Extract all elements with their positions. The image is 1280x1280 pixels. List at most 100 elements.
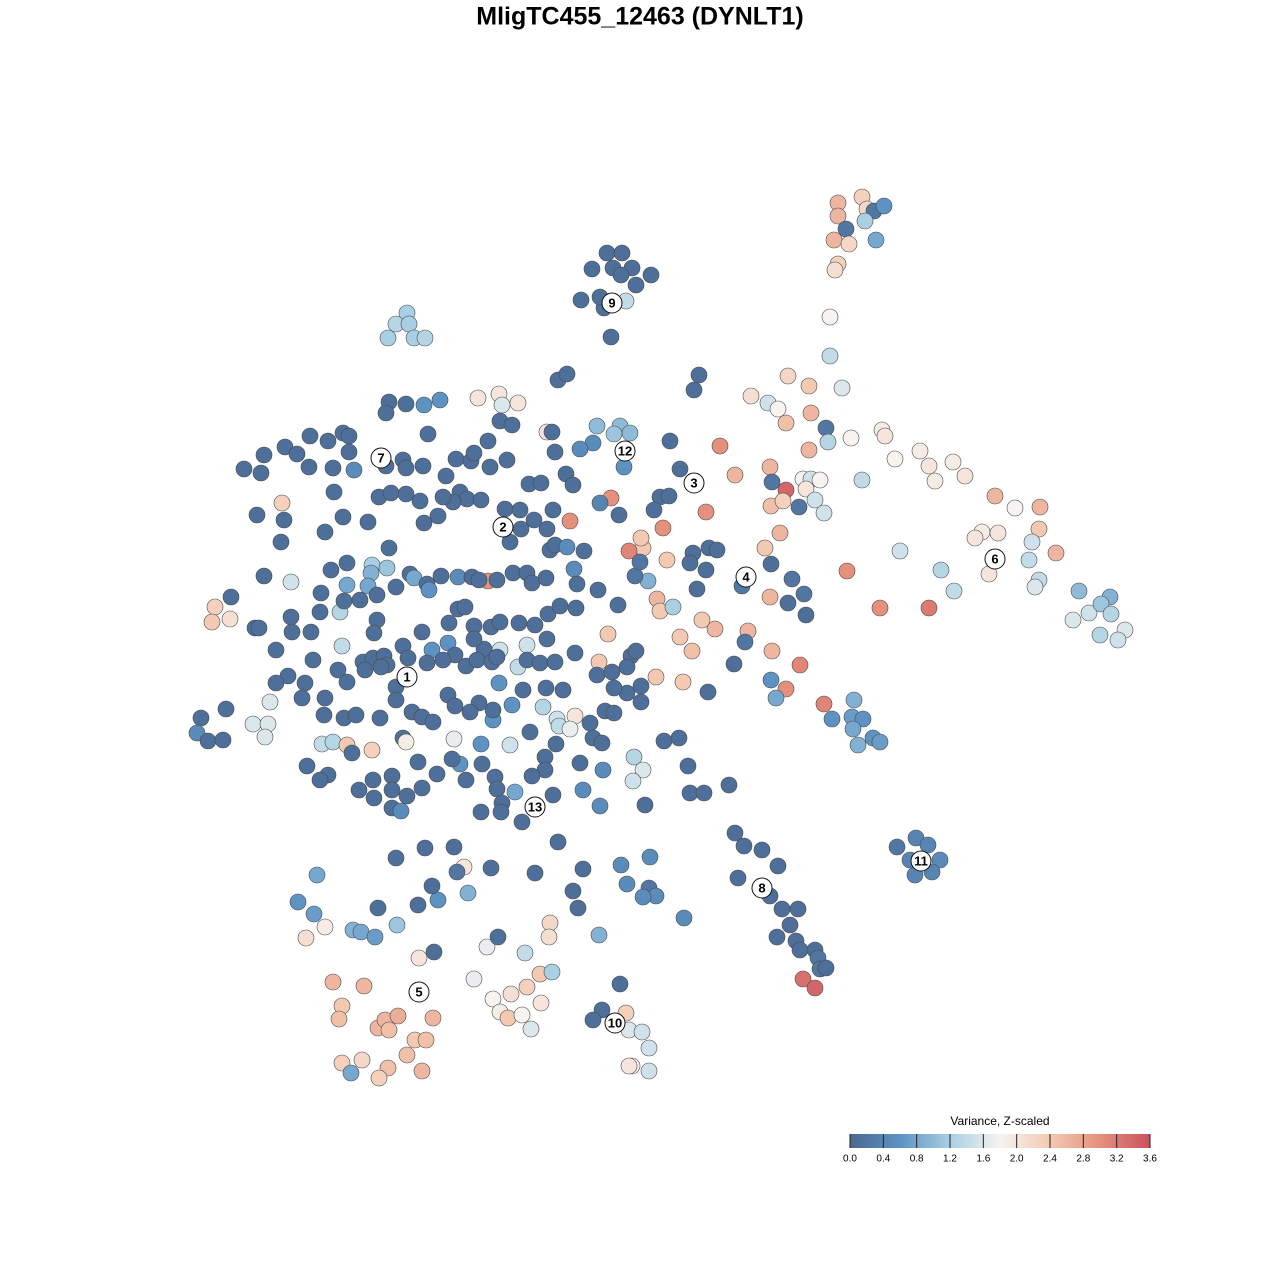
- point: [720, 776, 738, 794]
- point: [875, 197, 893, 215]
- point: [1092, 595, 1110, 613]
- cluster-marker: [370, 447, 392, 469]
- point: [1031, 498, 1049, 516]
- cluster-marker: [751, 877, 773, 899]
- point: [685, 381, 703, 399]
- point: [642, 266, 660, 284]
- point: [509, 394, 527, 412]
- point: [312, 584, 330, 602]
- point: [567, 599, 585, 617]
- point: [566, 644, 584, 662]
- point: [416, 329, 434, 347]
- point: [945, 582, 963, 600]
- point: [311, 603, 329, 621]
- point: [693, 611, 711, 629]
- point: [283, 623, 301, 641]
- point: [539, 605, 557, 623]
- point: [315, 706, 333, 724]
- cluster-marker: [683, 472, 705, 494]
- point: [634, 888, 652, 906]
- cluster-label: 1: [403, 669, 410, 684]
- point: [387, 578, 405, 596]
- point: [521, 723, 539, 741]
- point: [675, 909, 693, 927]
- color-legend: Variance, Z-scaled 0.0 0.4 0.8 1.2 1.6 2.0 2.4…: [843, 1114, 1157, 1164]
- point: [414, 457, 432, 475]
- point: [250, 619, 268, 637]
- point: [588, 666, 606, 684]
- point: [926, 472, 944, 490]
- point: [416, 839, 434, 857]
- point: [484, 990, 502, 1008]
- point: [817, 959, 835, 977]
- point: [564, 476, 582, 494]
- point: [434, 651, 452, 669]
- point: [410, 949, 428, 967]
- point: [424, 713, 442, 731]
- point: [618, 658, 636, 676]
- point: [584, 1011, 602, 1029]
- point: [347, 706, 365, 724]
- point: [413, 1062, 431, 1080]
- point: [489, 928, 507, 946]
- point: [513, 1006, 531, 1024]
- point: [449, 568, 467, 586]
- point: [891, 542, 909, 560]
- point: [506, 783, 524, 801]
- point: [708, 541, 726, 559]
- point: [769, 857, 787, 875]
- point: [311, 771, 329, 789]
- point: [819, 433, 837, 451]
- point: [612, 856, 630, 874]
- point: [736, 633, 754, 651]
- point: [636, 796, 654, 814]
- point: [431, 391, 449, 409]
- point: [369, 899, 387, 917]
- point: [316, 523, 334, 541]
- point: [837, 220, 855, 238]
- point: [568, 575, 586, 593]
- point: [432, 567, 450, 585]
- point: [199, 732, 217, 750]
- point: [352, 923, 370, 941]
- point: [282, 573, 300, 591]
- point: [626, 567, 644, 585]
- point: [726, 466, 744, 484]
- point: [399, 649, 417, 667]
- point: [538, 520, 556, 538]
- point: [777, 414, 795, 432]
- point: [490, 674, 508, 692]
- point: [655, 732, 673, 750]
- point: [633, 1023, 651, 1041]
- point: [624, 772, 642, 790]
- point: [325, 483, 343, 501]
- cluster-label: 3: [690, 475, 697, 490]
- point: [558, 538, 576, 556]
- point: [598, 244, 616, 262]
- point: [931, 851, 949, 869]
- point: [522, 1020, 540, 1038]
- point: [829, 207, 847, 225]
- point: [944, 453, 962, 471]
- point: [603, 663, 621, 681]
- point: [589, 581, 607, 599]
- point: [794, 970, 812, 988]
- cluster-marker: [396, 666, 418, 688]
- point: [611, 975, 629, 993]
- cluster-label: 4: [742, 569, 750, 584]
- point: [252, 464, 270, 482]
- point: [316, 918, 334, 936]
- point: [876, 427, 894, 445]
- point: [359, 513, 377, 531]
- point: [761, 588, 779, 606]
- point: [304, 651, 322, 669]
- point: [871, 599, 889, 617]
- colorbar-tick-label: 2.4: [1043, 1154, 1057, 1165]
- point: [498, 451, 516, 469]
- point: [478, 938, 496, 956]
- point: [523, 767, 541, 785]
- point: [989, 524, 1007, 542]
- point: [547, 735, 565, 753]
- colorbar: [850, 1134, 1150, 1148]
- point: [469, 389, 487, 407]
